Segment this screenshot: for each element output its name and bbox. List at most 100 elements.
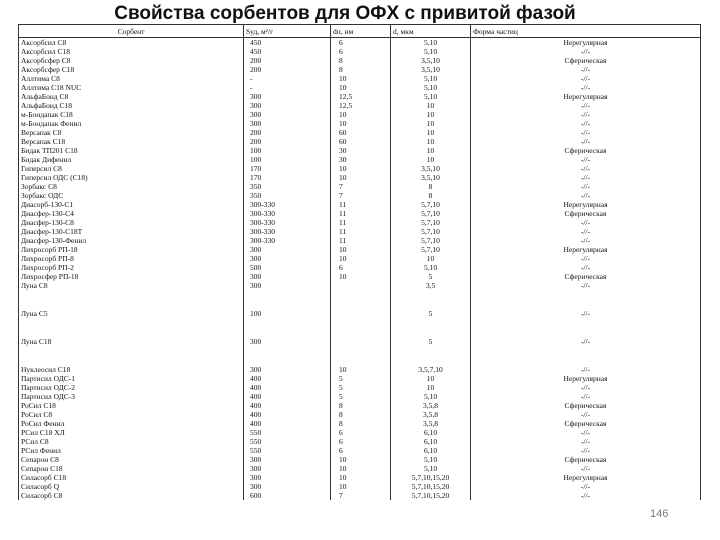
table-row: Диасфер-130-С18Т 300-330 11 5,7,10 -//- [18,227,701,236]
table-cell: Силасорб С18 [18,473,244,482]
table-cell: 170 [243,173,331,182]
table-cell: 300 [243,365,331,374]
table-cell: -//- [470,410,701,419]
table-cell: -//- [470,191,701,200]
table-cell [330,309,391,337]
table-cell: 5,7,10 [390,236,471,245]
table-cell: -//- [470,428,701,437]
table-cell: Диасорб-130-С1 [18,200,244,209]
table-cell: 400 [243,410,331,419]
table-cell: -//- [470,173,701,182]
table-cell: 8 [330,419,391,428]
table-cell: -//- [470,83,701,92]
table-cell: 10 [330,473,391,482]
table-row: Версапак С8 200 60 10 -//- [18,128,701,137]
table-row: Диасфер-130-С4 300-330 11 5,7,10 Сферическая [18,209,701,218]
table-row: РСил С18 ХЛ 550 6 6,10 -//- [18,428,701,437]
table-cell: 300-330 [243,200,331,209]
table-cell: 300 [243,455,331,464]
table-cell: Партисил ОДС-2 [18,383,244,392]
table-cell: -//- [470,128,701,137]
table-cell: 10 [330,164,391,173]
table-cell: 6 [330,47,391,56]
table-cell: -//- [470,218,701,227]
table-cell: Сферическая [470,272,701,281]
table-cell: 300 [243,281,331,309]
table-row: Луна С8 300 3,5 -//- [18,281,701,309]
table-cell: Аксорбсил С8 [18,37,244,47]
table-cell: 450 [243,47,331,56]
table-cell: Гиперсил С8 [18,164,244,173]
table-cell: РоСил С8 [18,410,244,419]
table-row: РСил С8 550 6 6,10 -//- [18,437,701,446]
table-row: АльфаБонд С18 300 12,5 10 -//- [18,101,701,110]
table-cell: 7 [330,182,391,191]
table-cell: 5,10 [390,92,471,101]
table-cell: 400 [243,419,331,428]
table-cell: 350 [243,191,331,200]
table-cell: 6,10 [390,446,471,455]
table-cell: 3,5,8 [390,410,471,419]
table-cell: 60 [330,137,391,146]
slide-title: Свойства сорбентов для ОФХ с привитой фа… [114,3,576,24]
table-cell: 7 [330,491,391,500]
table-cell: 300-330 [243,218,331,227]
table-row: РоСил С18 400 8 3,5,8 Сферическая [18,401,701,410]
table-cell: 6 [330,446,391,455]
table-cell: 10 [330,464,391,473]
table-cell: 6 [330,437,391,446]
table-cell: 300 [243,101,331,110]
table-cell: 100 [243,309,331,337]
table-cell: 400 [243,383,331,392]
table-cell: 8 [390,182,471,191]
table-cell: 6 [330,37,391,47]
table-cell: Силасорб С8 [18,491,244,500]
table-row: Диасфер-130-Фенил 300-330 11 5,7,10 -//- [18,236,701,245]
table-cell: м-Бондапак С18 [18,110,244,119]
table-cell: 10 [390,383,471,392]
table-cell: Зорбакс ОДС [18,191,244,200]
table-cell: -//- [470,464,701,473]
table-cell: Лихросорб РП-8 [18,254,244,263]
table-cell: 5,7,10 [390,245,471,254]
table-cell: 300 [243,254,331,263]
table-cell: 10 [330,254,391,263]
table-cell: 100 [243,155,331,164]
table-cell: 600 [243,491,331,500]
table-cell: 10 [390,110,471,119]
table-cell: 5,10 [390,464,471,473]
page-number: 146 [650,508,669,520]
table-row: Партисил ОДС-2 400 5 10 -//- [18,383,701,392]
table-cell: -//- [470,182,701,191]
table-cell: Версапак С8 [18,128,244,137]
table-cell: Бидак ТП201 С18 [18,146,244,155]
table-cell: 100 [243,146,331,155]
table-cell: Луна С5 [18,309,244,337]
table-cell: 300 [243,337,331,365]
table-row: Луна С18 300 5 -//- [18,337,701,365]
table-cell: 11 [330,227,391,236]
table-cell: 6 [330,263,391,272]
table-cell: Партисил ОДС-1 [18,374,244,383]
table-cell: 8 [330,410,391,419]
table-cell: 3,5,10 [390,173,471,182]
table-cell: 400 [243,401,331,410]
table-cell: 5 [390,337,471,365]
table-row: Силасорб Q 300 10 5,7,10,15,20 -//- [18,482,701,491]
table-cell: 10 [390,155,471,164]
table-cell: -//- [470,365,701,374]
table-cell: РоСил С18 [18,401,244,410]
table-row: Аллтима С8-10 5,10 -//- [18,74,701,83]
table-cell: 11 [330,200,391,209]
table-cell: 550 [243,446,331,455]
table-row: Гиперсил С8 170 10 3,5,10 -//- [18,164,701,173]
table-cell: Нерегулярная [470,473,701,482]
table-cell: Партисил ОДС-3 [18,392,244,401]
table-cell: -//- [470,437,701,446]
table-cell: Нуклеосил С18 [18,365,244,374]
table-row: Партисил ОДС-1 400 5 10 Нерегулярная [18,374,701,383]
table-cell: 5 [330,392,391,401]
table-cell: Диасфер-130-С18Т [18,227,244,236]
table-cell: -//- [470,65,701,74]
table-cell: 5,7,10,15,20 [390,491,471,500]
